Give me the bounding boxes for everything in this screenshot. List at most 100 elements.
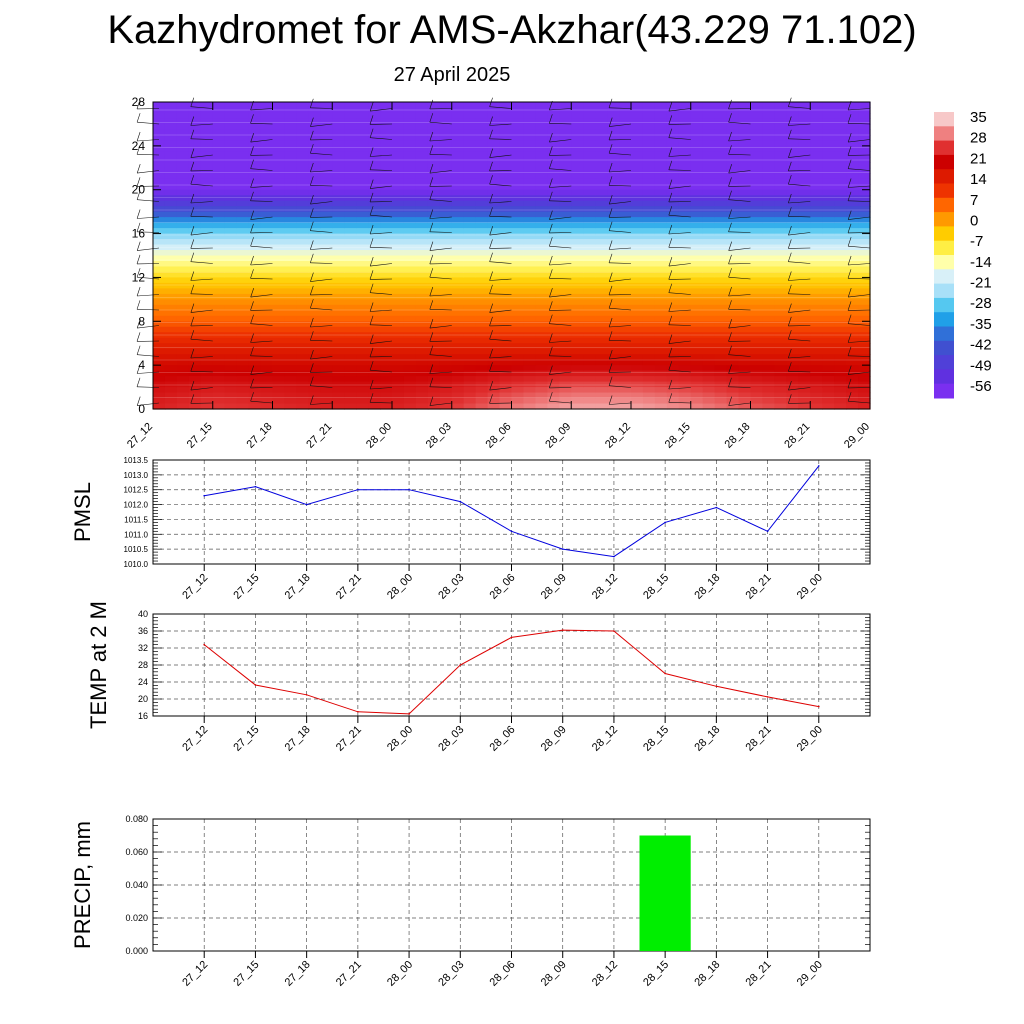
- heatmap-cell: [666, 211, 680, 218]
- heatmap-cell: [272, 315, 286, 322]
- heatmap-cell: [236, 250, 250, 257]
- heatmap-cell: [511, 348, 525, 355]
- heatmap-cell: [392, 244, 405, 251]
- heatmap-cell: [690, 167, 704, 174]
- heatmap-cell: [499, 211, 513, 218]
- heatmap-cell: [308, 156, 321, 163]
- heatmap-cell: [475, 321, 489, 328]
- heatmap-cell: [762, 332, 775, 339]
- heatmap-cell: [690, 365, 704, 372]
- heatmap-cell: [356, 398, 369, 405]
- heatmap-cell: [559, 107, 572, 114]
- heatmap-cell: [511, 195, 525, 202]
- heatmap-cell: [702, 250, 716, 257]
- heatmap-cell: [308, 266, 321, 273]
- heatmap-cell: [822, 403, 835, 410]
- heatmap-cell: [654, 343, 668, 350]
- wind-barb-flag: [847, 346, 852, 356]
- wind-barb-shaft: [668, 247, 691, 249]
- heatmap-cell: [619, 156, 632, 163]
- heatmap-cell: [403, 288, 417, 295]
- heatmap-cell: [738, 310, 752, 317]
- x-tick-label: 28_00: [364, 421, 394, 451]
- heatmap-cell: [200, 107, 214, 114]
- wind-barb-flag: [250, 178, 254, 188]
- heatmap-cell: [392, 134, 405, 141]
- x-tick-label: 27_21: [334, 572, 364, 602]
- heatmap-cell: [786, 145, 799, 152]
- heatmap-cell: [571, 277, 584, 284]
- wind-barb-shaft: [788, 216, 811, 218]
- heatmap-cell: [810, 315, 823, 322]
- heatmap-cell: [786, 365, 799, 372]
- heatmap-cell: [368, 156, 381, 163]
- heatmap-cell: [260, 293, 274, 300]
- heatmap-cell: [583, 387, 596, 394]
- heatmap-cell: [260, 403, 274, 410]
- heatmap-cell: [200, 173, 214, 180]
- heatmap-cell: [224, 134, 238, 141]
- heatmap-cell: [547, 337, 560, 344]
- heatmap-cell: [822, 326, 835, 333]
- heatmap-cell: [511, 134, 525, 141]
- heatmap-cell: [284, 107, 297, 114]
- heatmap-cell: [153, 200, 166, 207]
- heatmap-cell: [380, 178, 393, 185]
- heatmap-cell: [666, 381, 680, 388]
- heatmap-cell: [511, 387, 525, 394]
- x-tick-label: 27_18: [283, 724, 313, 754]
- heatmap-cell: [702, 123, 716, 131]
- x-tick-label: 27_12: [180, 724, 210, 754]
- heatmap-cell: [499, 332, 513, 339]
- heatmap-cell: [356, 321, 369, 328]
- heatmap-cell: [511, 315, 525, 322]
- heatmap-cell: [822, 167, 835, 174]
- heatmap-cell: [284, 145, 297, 152]
- heatmap-cell: [284, 392, 297, 399]
- heatmap-cell: [666, 140, 680, 147]
- heatmap-cell: [451, 337, 465, 344]
- heatmap-cell: [439, 250, 453, 257]
- heatmap-cell: [176, 162, 190, 169]
- heatmap-cell: [153, 304, 166, 311]
- heatmap-cell: [487, 343, 501, 350]
- heatmap-cell: [463, 233, 477, 240]
- heatmap-cell: [822, 112, 835, 120]
- heatmap-cell: [822, 239, 835, 246]
- wind-barb-flag: [190, 252, 195, 262]
- heatmap-cell: [619, 310, 632, 317]
- heatmap-cell: [559, 118, 572, 125]
- wind-barb-flag: [429, 131, 434, 142]
- heatmap-cell: [571, 118, 584, 125]
- heatmap-cell: [810, 217, 823, 224]
- heatmap-cell: [690, 228, 704, 235]
- heatmap-cell: [272, 288, 286, 295]
- heatmap-cell: [690, 321, 704, 328]
- heatmap-cell: [475, 162, 489, 169]
- heatmap-cell: [774, 102, 787, 109]
- heatmap-cell: [547, 387, 560, 394]
- heatmap-cell: [642, 145, 656, 152]
- wind-barb-shaft: [728, 386, 751, 388]
- heatmap-cell: [296, 293, 309, 300]
- heatmap-cell: [296, 228, 309, 235]
- heatmap-cell: [511, 178, 525, 185]
- heatmap-cell: [475, 112, 489, 120]
- heatmap-cell: [702, 343, 716, 350]
- heatmap-cell: [272, 310, 286, 317]
- wind-barb-flag: [728, 319, 732, 329]
- heatmap-cell: [296, 140, 309, 147]
- heatmap-cell: [332, 239, 345, 246]
- heatmap-cell: [511, 156, 525, 163]
- heatmap-cell: [762, 392, 775, 399]
- heatmap-cell: [164, 359, 178, 366]
- heatmap-cell: [786, 250, 799, 257]
- wind-barb-flag: [369, 192, 374, 202]
- heatmap-cell: [547, 266, 560, 273]
- heatmap-cell: [654, 145, 668, 152]
- heatmap-cell: [762, 244, 775, 251]
- heatmap-cell: [786, 337, 799, 344]
- heatmap-cell: [439, 304, 453, 311]
- heatmap-cell: [332, 145, 345, 152]
- heatmap-cell: [822, 140, 835, 147]
